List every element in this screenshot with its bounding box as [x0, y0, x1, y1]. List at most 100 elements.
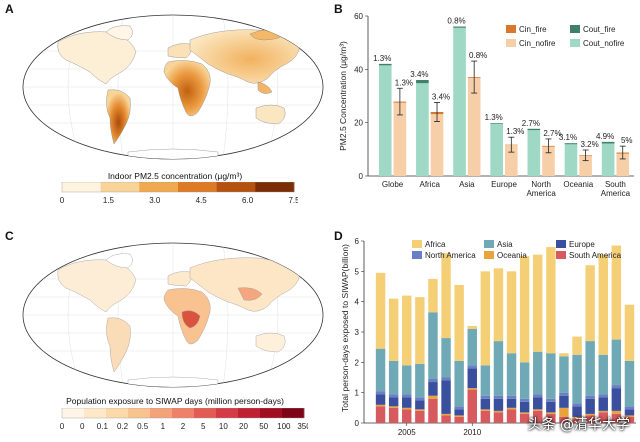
chart-b-legend-swatch [506, 25, 516, 33]
map-c-colorbar-swatch [260, 408, 283, 418]
map-c-colorbar-swatch [238, 408, 261, 418]
chart-d-bar-europe [415, 397, 425, 401]
chart-d-bar-europe [480, 395, 491, 399]
map-c-colorbar-swatch [128, 408, 151, 418]
chart-b-bar-cin-nofire [467, 77, 481, 176]
chart-d-bar-south-america [598, 412, 608, 423]
chart-d-bar-europe [624, 406, 635, 410]
chart-d-bar-north-america [585, 398, 595, 414]
map-c-colorbar-swatch [84, 408, 107, 418]
chart-d-bar-oceania [375, 404, 386, 407]
chart-b-in-pct-label: 0.8% [469, 51, 487, 60]
chart-b-out-pct-label: 0.8% [447, 17, 465, 26]
map-c-colorbar-tick-label: 10 [219, 422, 228, 431]
chart-d-bar-north-america [559, 395, 569, 408]
chart-d-bar-north-america [375, 394, 386, 405]
chart-d-legend-swatch [556, 240, 566, 248]
panel-b-letter: B [334, 2, 343, 16]
chart-d-bar-africa [428, 278, 438, 313]
chart-b-bar-cout-nofire [453, 27, 466, 176]
map-c-colorbar-swatch [172, 408, 195, 418]
map-a-colorbar-tick-label: 3.0 [149, 196, 161, 205]
chart-d-y-tick-label: 6 [355, 237, 360, 246]
map-c-colorbar-tick-label: 100 [277, 422, 291, 431]
map-c-colorbar-tick-label: 2 [181, 422, 186, 431]
chart-d-legend-label: Africa [425, 240, 446, 249]
chart-d-bar-north-america [611, 388, 622, 411]
map-c-colorbar-swatch [106, 408, 129, 418]
chart-d-bar-south-america [624, 416, 635, 423]
chart-d-y-tick-label: 3 [355, 328, 360, 337]
chart-d-bar-africa [572, 336, 582, 355]
chart-d-bar-north-america [454, 409, 464, 416]
chart-d-bar-south-america [454, 416, 464, 423]
chart-d-bar-europe [611, 385, 622, 389]
chart-b-out-pct-label: 3.4% [410, 70, 428, 79]
chart-d-bar-south-america [559, 416, 569, 423]
chart-d-bar-south-america [546, 413, 556, 423]
chart-d-bar-africa [598, 254, 608, 355]
chart-d-bar-oceania [454, 415, 464, 417]
chart-b-category-label: Globe [382, 180, 404, 189]
chart-d-y-tick-label: 0 [355, 419, 360, 428]
chart-d-legend-label: Asia [497, 240, 513, 249]
map-a-colorbar-tick-label: 0 [60, 196, 65, 205]
chart-d-bar-oceania [467, 388, 477, 390]
chart-b-bar-cin-nofire [542, 146, 555, 176]
map-a-colorbar-swatch [62, 182, 102, 192]
map-c-colorbar-swatch [282, 408, 305, 418]
chart-d-bar-oceania [402, 407, 412, 410]
chart-b-bar-cout-nofire [490, 123, 503, 176]
chart-d-bar-europe [388, 394, 399, 398]
chart-d-bar-south-america [467, 389, 477, 423]
chart-b-bar-cout-nofire [564, 144, 578, 176]
map-c-colorbar: 0 0 0.1 0.2 0.5 1 2 5 10 20 50 100 350 [60, 408, 308, 431]
chart-d-bar-asia [415, 363, 425, 398]
map-c-graticule [23, 243, 323, 387]
chart-d-bar-north-america [428, 382, 438, 396]
chart-b-bar-cout-fire [527, 128, 541, 131]
chart-d-bar-south-america [388, 407, 399, 423]
chart-d-bar-europe [375, 391, 386, 395]
map-c-colorbar-tick-label: 1 [161, 422, 166, 431]
chart-b-bar-cout-fire [564, 143, 578, 145]
map-a-colorbar-tick-label: 7.5 [288, 196, 298, 205]
chart-d-bar-asia [585, 341, 595, 396]
chart-d-bar-asia [546, 353, 556, 399]
chart-d-bar-oceania [480, 409, 491, 411]
chart-b-bar-cout-nofire [527, 130, 541, 176]
map-a-colorbar-tick-label: 1.5 [103, 196, 115, 205]
chart-b-bar-cout-fire [453, 26, 466, 28]
chart-d-bar-oceania [506, 407, 517, 410]
chart-d-y-tick-label: 1 [355, 389, 360, 398]
chart-d-y-tick-label: 2 [355, 358, 360, 367]
chart-b-in-pct-label: 2.7% [543, 129, 561, 138]
chart-b-y-tick-label: 0 [359, 172, 364, 181]
chart-d-legend-label: South America [569, 251, 622, 260]
chart-d-bar-africa [402, 295, 412, 366]
chart-b-legend-swatch [506, 39, 516, 47]
chart-d-bar-africa [533, 254, 543, 352]
map-a-colorbar: 0 1.5 3.0 4.5 6.0 7.5 [60, 182, 298, 205]
chart-b-y-tick-label: 60 [354, 12, 363, 21]
chart-d-bar-oceania [572, 416, 582, 419]
map-a-colorbar-tick-label: 4.5 [196, 196, 208, 205]
map-c-colorbar-swatch [62, 408, 85, 418]
chart-d-bar-oceania [585, 413, 595, 416]
map-c-colorbar-tick-label: 0.5 [137, 422, 149, 431]
chart-d-bar-south-america [611, 413, 622, 423]
chart-d-bar-africa [467, 325, 477, 329]
chart-d-bar-north-america [415, 400, 425, 410]
chart-d-bar-north-america [467, 368, 477, 389]
map-a-colorbar-swatch [216, 182, 256, 192]
chart-b-category-label: North [531, 180, 551, 189]
chart-d-bar-south-america [441, 415, 451, 423]
chart-b-bar-cout-nofire [601, 143, 615, 176]
chart-d-bar-south-america [533, 410, 543, 423]
chart-b-legend-label: Cin_fire [519, 25, 547, 34]
chart-d-bar-north-america [402, 397, 412, 408]
panel-a-letter: A [5, 2, 14, 16]
map-c-colorbar-tick-label: 350 [297, 422, 308, 431]
map-c-colorbar-title: Population exposure to SIWAP days (milli… [66, 396, 284, 406]
chart-d-bar-oceania [493, 410, 504, 413]
